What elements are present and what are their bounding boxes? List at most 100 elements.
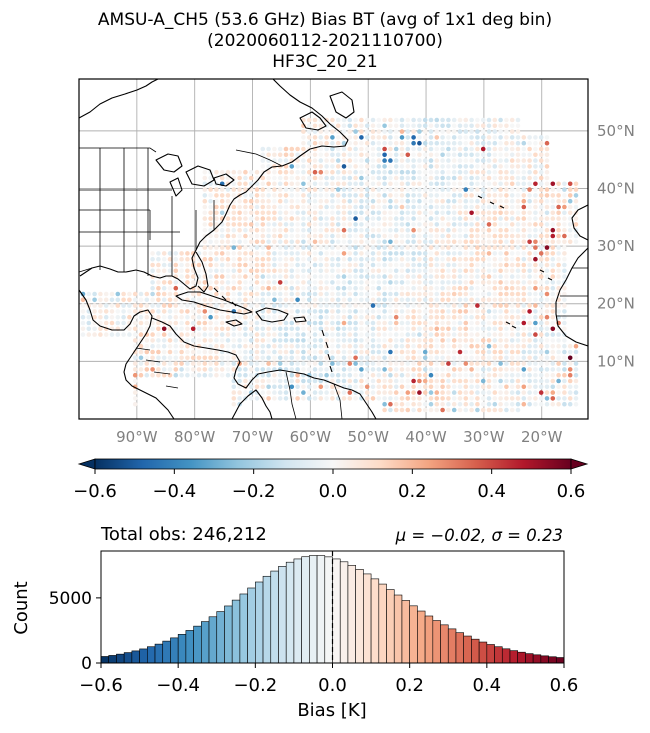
bias-dot <box>451 135 457 140</box>
bias-dot <box>498 256 503 262</box>
bias-dot <box>231 367 237 372</box>
bias-dot <box>550 262 556 268</box>
bias-dot <box>393 146 399 152</box>
bias-dot <box>231 285 237 291</box>
bias-dot <box>341 239 347 245</box>
bias-dot <box>301 256 306 262</box>
bias-dot <box>318 146 324 152</box>
bias-dot <box>538 332 544 337</box>
bias-dot <box>492 396 498 401</box>
bias-dot <box>295 384 300 390</box>
bias-dot <box>237 233 242 239</box>
bias-dot <box>388 210 393 216</box>
bias-dot <box>388 152 393 158</box>
bias-dot <box>440 135 445 140</box>
bias-dot <box>225 256 231 262</box>
bias-dot <box>231 274 237 279</box>
bias-dot <box>347 152 353 158</box>
bias-dot <box>504 314 509 320</box>
bias-dot <box>219 204 225 210</box>
bias-dot <box>475 338 480 343</box>
bias-dot <box>179 326 184 332</box>
bias-dot <box>347 355 353 361</box>
bias-dot <box>283 285 289 291</box>
bias-dot <box>260 332 266 337</box>
bias-dot <box>132 343 138 349</box>
bias-dot <box>509 274 515 279</box>
bias-dot <box>335 210 341 216</box>
bias-dot <box>225 262 231 268</box>
bias-dot <box>318 349 324 355</box>
bias-dot <box>208 280 213 285</box>
bias-dot <box>335 372 341 378</box>
bias-dot <box>382 164 387 169</box>
bias-dot <box>248 355 254 361</box>
bias-dot <box>127 326 132 332</box>
bias-dot <box>422 251 428 256</box>
bias-dot <box>556 251 561 256</box>
bias-dot <box>515 198 521 204</box>
bias-dot <box>440 343 445 349</box>
bias-dot <box>272 378 277 384</box>
bias-dot <box>498 216 503 221</box>
bias-dot <box>167 251 173 256</box>
bias-dot <box>446 239 451 245</box>
bias-dot <box>254 378 260 384</box>
bias-dot <box>440 390 445 395</box>
bias-dot <box>388 291 393 297</box>
bias-dot <box>266 204 271 210</box>
bias-dot <box>475 285 480 291</box>
bias-dot <box>330 332 335 337</box>
bias-dot <box>214 372 219 378</box>
bias-dot <box>86 297 92 303</box>
bias-dot <box>161 256 167 262</box>
bias-dot <box>446 401 451 407</box>
bias-dot <box>243 320 248 326</box>
bias-dot <box>260 320 266 326</box>
bias-dot <box>318 268 324 274</box>
bias-dot <box>312 152 318 158</box>
bias-dot <box>393 361 399 366</box>
bias-dot <box>422 152 428 158</box>
colorbar-tick-label: −0.4 <box>152 481 196 502</box>
bias-dot <box>277 245 283 250</box>
bias-dot <box>393 309 399 314</box>
histogram-xtick-label: −0.2 <box>233 675 277 696</box>
bias-dot <box>335 245 341 250</box>
bias-dot <box>283 384 289 390</box>
bias-dot <box>446 285 451 291</box>
bias-dot <box>388 285 393 291</box>
bias-dot <box>231 216 237 221</box>
bias-dot <box>538 384 544 390</box>
bias-dot <box>515 158 521 163</box>
bias-dot <box>434 164 440 169</box>
bias-dot <box>283 204 289 210</box>
bias-dot <box>80 297 86 303</box>
bias-dot <box>254 227 260 233</box>
bias-dot <box>237 280 242 285</box>
bias-dot <box>335 274 341 279</box>
bias-dot <box>272 390 277 395</box>
bias-dot <box>463 181 469 187</box>
histogram-bar <box>201 621 210 664</box>
colorbar-min-extend <box>77 458 96 470</box>
bias-dot <box>237 396 242 401</box>
histogram-xtick-label: −0.6 <box>79 675 123 696</box>
bias-dot <box>509 227 515 233</box>
bias-dot <box>138 372 144 378</box>
bias-dot <box>301 378 306 384</box>
bias-dot <box>324 158 329 163</box>
bias-dot <box>411 129 416 134</box>
bias-dot <box>370 140 376 146</box>
bias-dot <box>295 361 300 366</box>
bias-dot <box>376 135 382 140</box>
bias-dot <box>521 164 527 169</box>
bias-dot <box>457 164 463 169</box>
bias-dot <box>272 314 277 320</box>
bias-dot <box>527 239 532 245</box>
bias-dot <box>254 193 260 198</box>
bias-dot <box>440 239 445 245</box>
bias-dot <box>463 291 469 297</box>
bias-dot <box>521 227 527 233</box>
bias-dot <box>359 251 364 256</box>
